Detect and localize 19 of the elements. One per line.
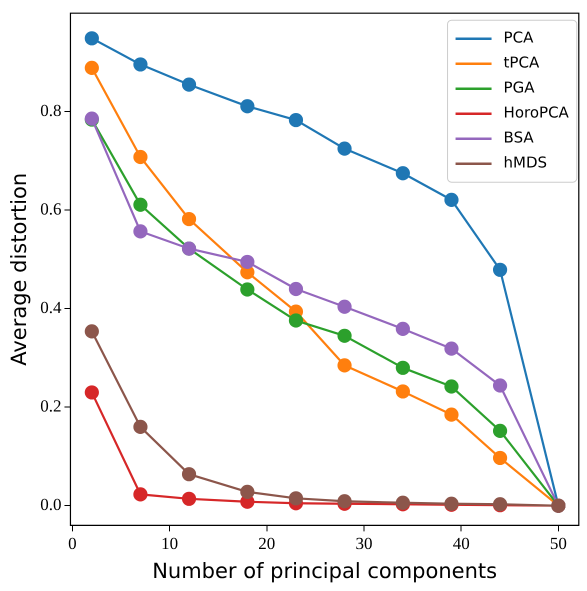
x-axis-title: Number of principal components	[152, 558, 498, 583]
y-tick-label: 0.0	[40, 495, 62, 514]
x-tick-label: 30	[355, 534, 372, 554]
x-tick-label: 40	[452, 534, 470, 554]
y-tick-label: 0.4	[40, 298, 62, 318]
x-tick-label: 0	[68, 534, 77, 554]
y-tick-label: 0.6	[40, 200, 62, 219]
legend-label: hMDS	[504, 154, 548, 172]
legend-label: PCA	[504, 28, 534, 47]
legend-label: HoroPCA	[504, 104, 570, 122]
y-tick-label: 0.8	[40, 101, 62, 120]
y-axis-title: Average distortion	[7, 172, 32, 366]
x-tick-label: 10	[161, 534, 178, 554]
x-tick-label: 50	[550, 534, 567, 554]
x-tick-label: 20	[258, 534, 276, 554]
legend-label: PGA	[504, 78, 536, 97]
legend-label: BSA	[504, 128, 534, 147]
legend-label: tPCA	[504, 54, 540, 72]
y-tick-label: 0.2	[40, 396, 62, 416]
